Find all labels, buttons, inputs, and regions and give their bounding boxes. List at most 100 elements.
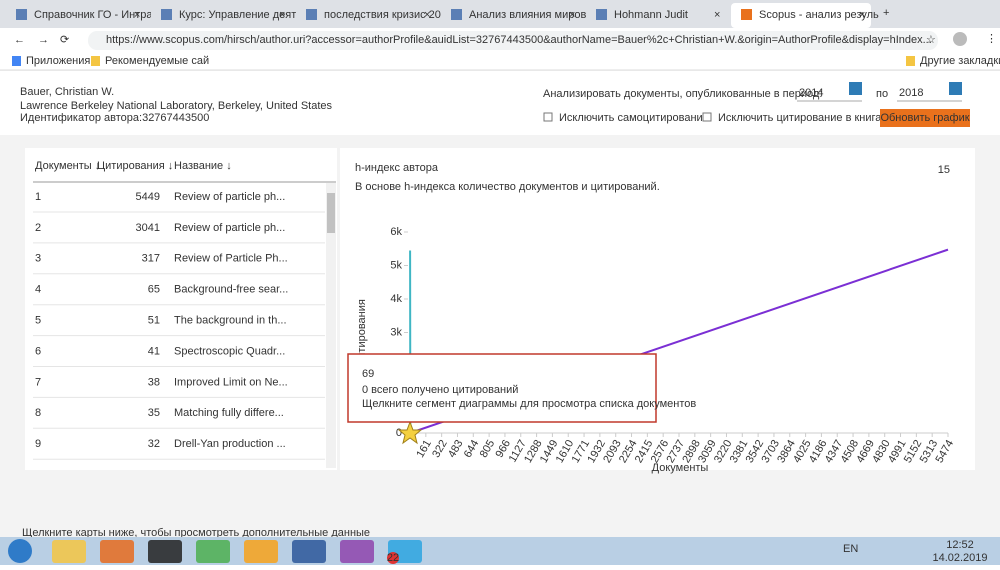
forward-button: → [38, 34, 49, 46]
checkbox[interactable] [702, 112, 712, 122]
taskbar-app[interactable] [196, 540, 230, 563]
taskbar-app[interactable] [292, 540, 326, 563]
y-tick-label: 0 [396, 427, 402, 439]
tab-close: × [424, 9, 430, 21]
bookmark[interactable]: Другие закладки [920, 55, 1000, 67]
select-value[interactable]: 2018 [899, 87, 923, 99]
row-title[interactable]: The background in th... [174, 315, 287, 327]
column-header[interactable]: Название ↓ [174, 160, 232, 172]
tab[interactable] [586, 3, 726, 28]
taskbar-app[interactable] [244, 540, 278, 563]
checkbox[interactable] [543, 112, 553, 122]
taskbar-app[interactable] [148, 540, 182, 563]
bookmark[interactable]: Рекомендуемые сай [105, 55, 209, 67]
taskbar-app[interactable] [340, 540, 374, 563]
taskbar-app[interactable] [52, 540, 86, 563]
h-index: 15 [938, 164, 950, 176]
row-citations[interactable]: 65 [148, 284, 160, 296]
back-button[interactable]: ← [14, 34, 25, 46]
bookmark-icon [906, 56, 915, 66]
row-citations[interactable]: 38 [148, 376, 160, 388]
row-citations[interactable]: 3041 [136, 222, 160, 234]
badge [387, 552, 399, 564]
row-citations[interactable]: 35 [148, 407, 160, 419]
reload-button[interactable]: ⟳ [60, 34, 69, 46]
bookmark[interactable]: Приложения [26, 55, 90, 67]
row-citations[interactable]: 41 [148, 345, 160, 357]
y-tick-label: 6k [390, 226, 402, 238]
author-id: Идентификатор автора:32767443500 [20, 112, 209, 124]
row-rank: 5 [35, 315, 41, 327]
bookmark-icon [12, 56, 21, 66]
row-title[interactable]: Review of particle ph... [174, 191, 285, 203]
select-arrow[interactable] [849, 82, 862, 95]
language: EN [843, 543, 858, 555]
clock-date: 14.02.2019 [932, 552, 987, 564]
menu-button[interactable]: ⋮ [986, 33, 997, 45]
row-rank: 2 [35, 222, 41, 234]
row-title[interactable]: Review of particle ph... [174, 222, 285, 234]
chart-title: h-индекс автора [355, 162, 439, 174]
update-button[interactable] [880, 109, 970, 127]
row-citations[interactable]: 5449 [136, 191, 160, 203]
tab-title: последствия кризис 200 [324, 9, 447, 21]
tab-close: × [279, 9, 285, 21]
address-bar[interactable] [88, 31, 938, 50]
bookmark-icon [91, 56, 100, 66]
star-button[interactable]: ☆ [926, 34, 936, 46]
tab-close: × [714, 9, 720, 21]
taskbar-app[interactable] [100, 540, 134, 563]
tab-title: Анализ влияния миров [469, 9, 586, 21]
new-tab[interactable]: + [883, 7, 889, 19]
checkbox-label: Исключить самоцитирование [559, 112, 709, 124]
row-citations[interactable]: 317 [142, 253, 160, 265]
scroll-thumb[interactable] [327, 193, 335, 233]
row-title[interactable]: Spectroscopic Quadr... [174, 345, 285, 357]
row-title[interactable]: Matching fully differe... [174, 407, 284, 419]
start-button[interactable] [8, 539, 32, 563]
period-label: Анализировать документы, опубликованные … [543, 88, 822, 100]
row-title[interactable]: Background-free sear... [174, 284, 288, 296]
x-axis-label: Документы [652, 462, 709, 474]
tab[interactable] [6, 3, 146, 28]
tooltip-value: 69 [362, 368, 374, 380]
table-panel [25, 148, 337, 470]
update-label: Обновить график [880, 112, 969, 124]
chart-subtitle: В основе h-индекса количество документов… [355, 181, 660, 193]
tab[interactable] [296, 3, 436, 28]
row-citations[interactable]: 32 [148, 438, 160, 450]
tab-title: Hohmann Judit [614, 9, 688, 21]
row-rank: 4 [35, 284, 41, 296]
select-value[interactable]: 2014 [799, 87, 823, 99]
y-tick-label: 3k [390, 326, 402, 338]
badge-count: 22 [387, 552, 399, 564]
column-header[interactable]: Документы ↓ [35, 160, 100, 172]
scrollbar[interactable] [326, 183, 336, 468]
row-rank: 6 [35, 345, 41, 357]
y-axis-label: Цитирования [356, 299, 368, 367]
tab-close: × [569, 9, 575, 21]
tab[interactable] [731, 3, 871, 28]
tooltip-line: Щелкните сегмент диаграммы для просмотра… [362, 398, 696, 410]
tab-icon [161, 9, 172, 20]
select-arrow[interactable] [949, 82, 962, 95]
row-citations[interactable]: 51 [148, 315, 160, 327]
profile-icon[interactable] [953, 32, 967, 46]
tab-title: Scopus - анализ резуль [759, 9, 879, 21]
tab[interactable] [151, 3, 291, 28]
row-rank: 1 [35, 191, 41, 203]
tab[interactable] [441, 3, 581, 28]
column-header[interactable]: Цитирования ↓ [97, 160, 173, 172]
affiliation: Lawrence Berkeley National Laboratory, B… [20, 100, 333, 112]
author-name: Bauer, Christian W. [20, 86, 114, 98]
row-rank: 3 [35, 253, 41, 265]
tab-icon [741, 9, 752, 20]
row-title[interactable]: Improved Limit on Ne... [174, 376, 288, 388]
row-title[interactable]: Drell-Yan production ... [174, 438, 286, 450]
row-rank: 8 [35, 407, 41, 419]
tab-icon [596, 9, 607, 20]
row-rank: 7 [35, 376, 41, 388]
checkbox-label: Исключить цитирование в книгах [718, 112, 887, 124]
row-title[interactable]: Review of Particle Ph... [174, 253, 288, 265]
tooltip-line: 0 всего получено цитирований [362, 384, 518, 396]
